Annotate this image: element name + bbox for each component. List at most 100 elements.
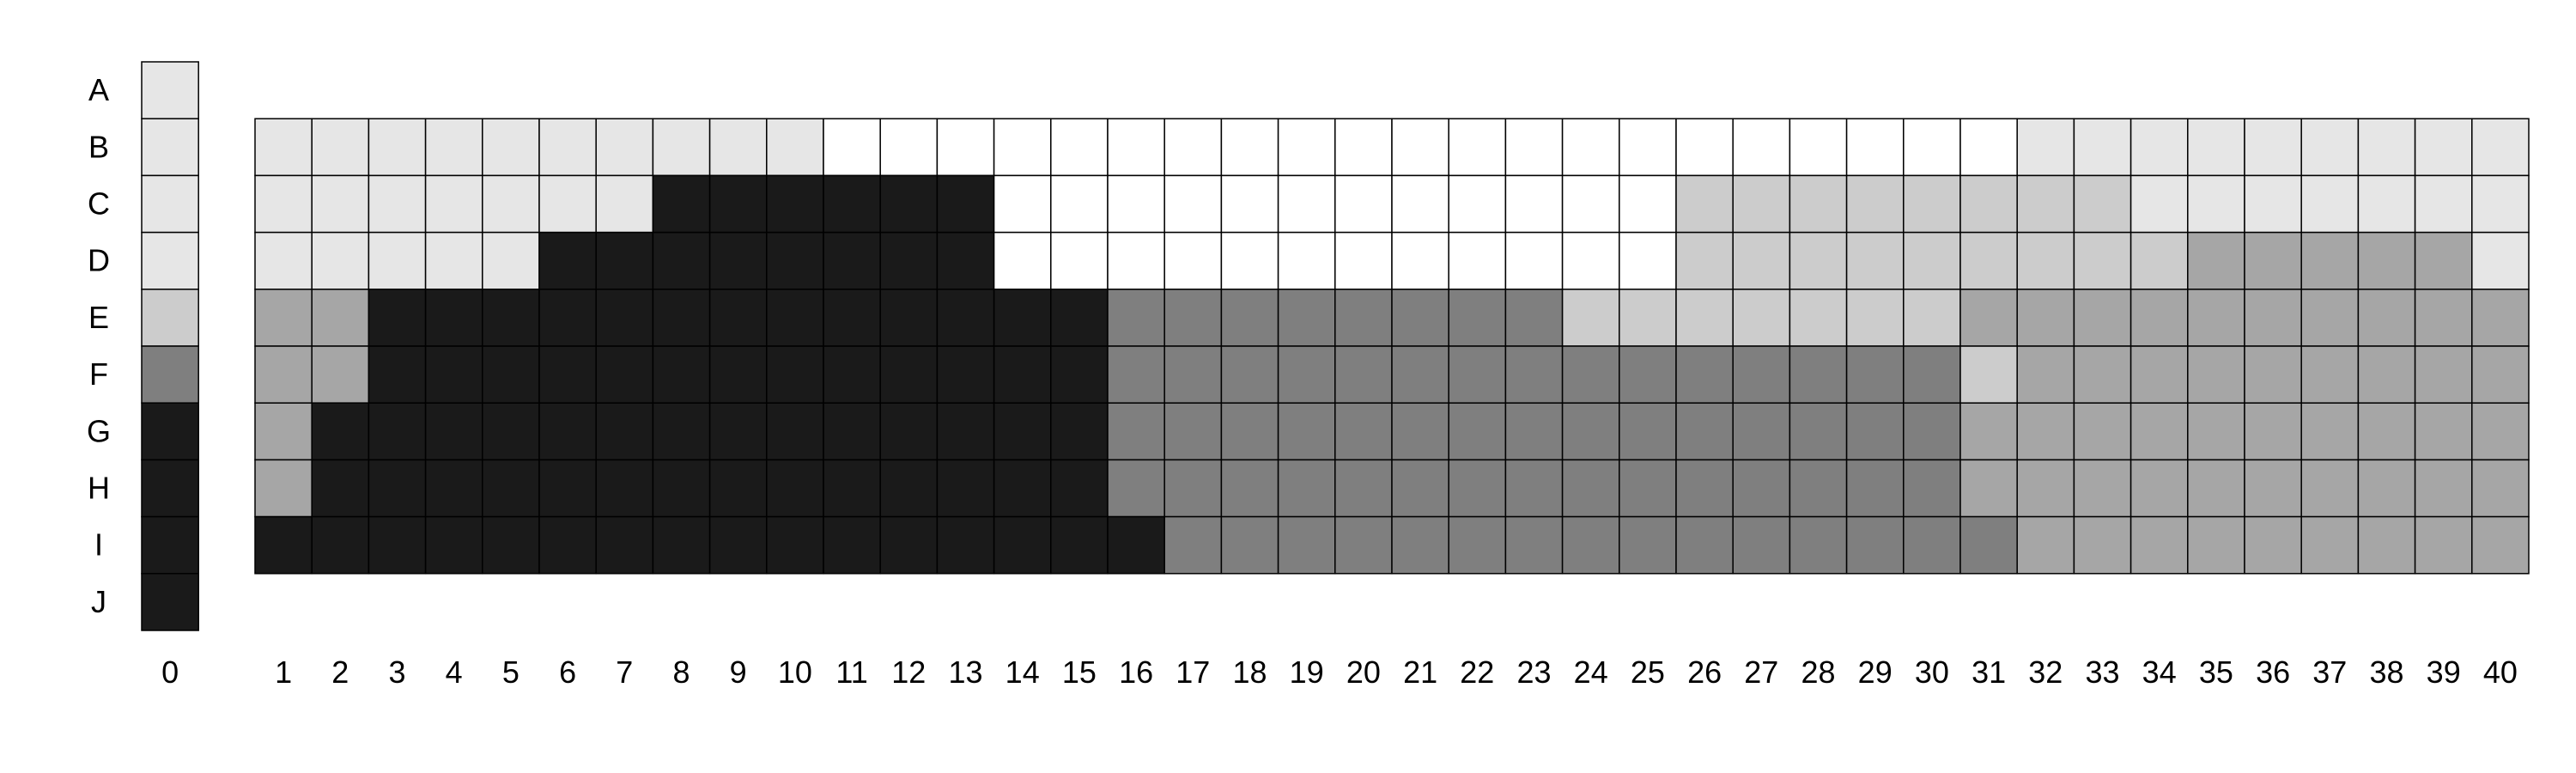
grid-cell-h-38 bbox=[2357, 459, 2416, 518]
grid-cell-f-17 bbox=[1163, 345, 1223, 404]
grid-cell-f-24 bbox=[1561, 345, 1620, 404]
column-label-22: 22 bbox=[1460, 654, 1494, 690]
grid-cell-h-13 bbox=[936, 459, 995, 518]
grid-cell-h-19 bbox=[1277, 459, 1336, 518]
grid-cell-f-9 bbox=[708, 345, 768, 404]
grid-cell-e-35 bbox=[2187, 289, 2245, 347]
grid-cell-g-1 bbox=[254, 402, 313, 461]
grid-cell-f-37 bbox=[2300, 345, 2360, 404]
grid-cell-h-27 bbox=[1732, 459, 1791, 518]
grid-cell-h-32 bbox=[2016, 459, 2075, 518]
column-label-28: 28 bbox=[1801, 654, 1835, 690]
grid-cell-b-18 bbox=[1220, 118, 1279, 177]
grid-cell-g-29 bbox=[1845, 402, 1905, 461]
grid-cell-c-12 bbox=[879, 174, 939, 234]
grid-cell-g-5 bbox=[482, 402, 540, 461]
grid-cell-f-31 bbox=[1959, 345, 2018, 404]
grid-cell-h-26 bbox=[1675, 459, 1734, 518]
grid-cell-e-17 bbox=[1163, 289, 1223, 347]
column-label-4: 4 bbox=[446, 654, 463, 690]
grid-cell-c-30 bbox=[1903, 174, 1961, 234]
column-label-31: 31 bbox=[1971, 654, 2006, 690]
grid-cell-d-31 bbox=[1959, 231, 2018, 290]
grid-cell-f-39 bbox=[2414, 345, 2473, 404]
grid-cell-e-20 bbox=[1334, 289, 1393, 347]
column-label-25: 25 bbox=[1631, 654, 1665, 690]
grid-cell-e-9 bbox=[708, 289, 768, 347]
reference-cell-e bbox=[141, 289, 199, 347]
grid-cell-h-34 bbox=[2129, 459, 2189, 518]
grid-cell-g-20 bbox=[1334, 402, 1393, 461]
grid-cell-c-36 bbox=[2244, 174, 2302, 234]
grid-cell-c-27 bbox=[1732, 174, 1791, 234]
grid-cell-b-14 bbox=[993, 118, 1052, 177]
grid-cell-h-15 bbox=[1050, 459, 1109, 518]
column-label-6: 6 bbox=[559, 654, 576, 690]
grid-cell-e-8 bbox=[652, 289, 711, 347]
row-label-f: F bbox=[89, 356, 108, 392]
grid-cell-c-23 bbox=[1504, 174, 1564, 234]
grid-cell-g-33 bbox=[2073, 402, 2132, 461]
grid-cell-c-16 bbox=[1107, 174, 1165, 234]
grid-cell-d-34 bbox=[2129, 231, 2189, 290]
grid-cell-g-25 bbox=[1619, 402, 1677, 461]
grid-cell-i-15 bbox=[1050, 515, 1109, 575]
grid-cell-h-21 bbox=[1391, 459, 1449, 518]
grid-cell-i-33 bbox=[2073, 515, 2132, 575]
grid-cell-g-31 bbox=[1959, 402, 2018, 461]
grid-cell-f-32 bbox=[2016, 345, 2075, 404]
grid-cell-g-7 bbox=[595, 402, 654, 461]
grid-cell-g-21 bbox=[1391, 402, 1449, 461]
grid-cell-h-17 bbox=[1163, 459, 1223, 518]
grid-cell-d-19 bbox=[1277, 231, 1336, 290]
grid-cell-e-32 bbox=[2016, 289, 2075, 347]
grid-cell-e-21 bbox=[1391, 289, 1449, 347]
grid-cell-d-13 bbox=[936, 231, 995, 290]
grid-cell-h-9 bbox=[708, 459, 768, 518]
grid-cell-d-6 bbox=[538, 231, 597, 290]
grid-cell-f-29 bbox=[1845, 345, 1905, 404]
grid-cell-b-10 bbox=[766, 118, 824, 177]
grid-cell-i-11 bbox=[823, 515, 881, 575]
grid-cell-c-18 bbox=[1220, 174, 1279, 234]
grid-cell-b-40 bbox=[2471, 118, 2530, 177]
grid-cell-g-30 bbox=[1903, 402, 1961, 461]
grid-cell-i-29 bbox=[1845, 515, 1905, 575]
grid-cell-b-8 bbox=[652, 118, 711, 177]
grid-cell-c-31 bbox=[1959, 174, 2018, 234]
grid-cell-b-9 bbox=[708, 118, 768, 177]
grid-cell-c-24 bbox=[1561, 174, 1620, 234]
grid-cell-f-2 bbox=[311, 345, 370, 404]
grid-cell-d-26 bbox=[1675, 231, 1734, 290]
grid-cell-h-2 bbox=[311, 459, 370, 518]
grid-cell-f-5 bbox=[482, 345, 540, 404]
grid-cell-g-17 bbox=[1163, 402, 1223, 461]
grid-cell-d-9 bbox=[708, 231, 768, 290]
grid-cell-g-32 bbox=[2016, 402, 2075, 461]
grid-cell-d-14 bbox=[993, 231, 1052, 290]
reference-cell-h bbox=[141, 459, 199, 518]
column-label-18: 18 bbox=[1232, 654, 1267, 690]
grid-cell-c-29 bbox=[1845, 174, 1905, 234]
grid-cell-h-36 bbox=[2244, 459, 2302, 518]
grid-cell-g-36 bbox=[2244, 402, 2302, 461]
grid-cell-i-17 bbox=[1163, 515, 1223, 575]
grid-cell-d-30 bbox=[1903, 231, 1961, 290]
grid-cell-i-27 bbox=[1732, 515, 1791, 575]
grid-cell-f-4 bbox=[424, 345, 483, 404]
grid-cell-h-33 bbox=[2073, 459, 2132, 518]
grid-cell-c-10 bbox=[766, 174, 824, 234]
grid-cell-g-22 bbox=[1448, 402, 1507, 461]
grid-cell-g-40 bbox=[2471, 402, 2530, 461]
grid-cell-c-19 bbox=[1277, 174, 1336, 234]
grid-cell-d-8 bbox=[652, 231, 711, 290]
grid-cell-f-30 bbox=[1903, 345, 1961, 404]
grid-cell-g-9 bbox=[708, 402, 768, 461]
column-label-7: 7 bbox=[616, 654, 633, 690]
column-label-11: 11 bbox=[835, 654, 867, 690]
grid-cell-c-32 bbox=[2016, 174, 2075, 234]
grid-cell-e-2 bbox=[311, 289, 370, 347]
grid-cell-e-27 bbox=[1732, 289, 1791, 347]
grid-cell-i-20 bbox=[1334, 515, 1393, 575]
